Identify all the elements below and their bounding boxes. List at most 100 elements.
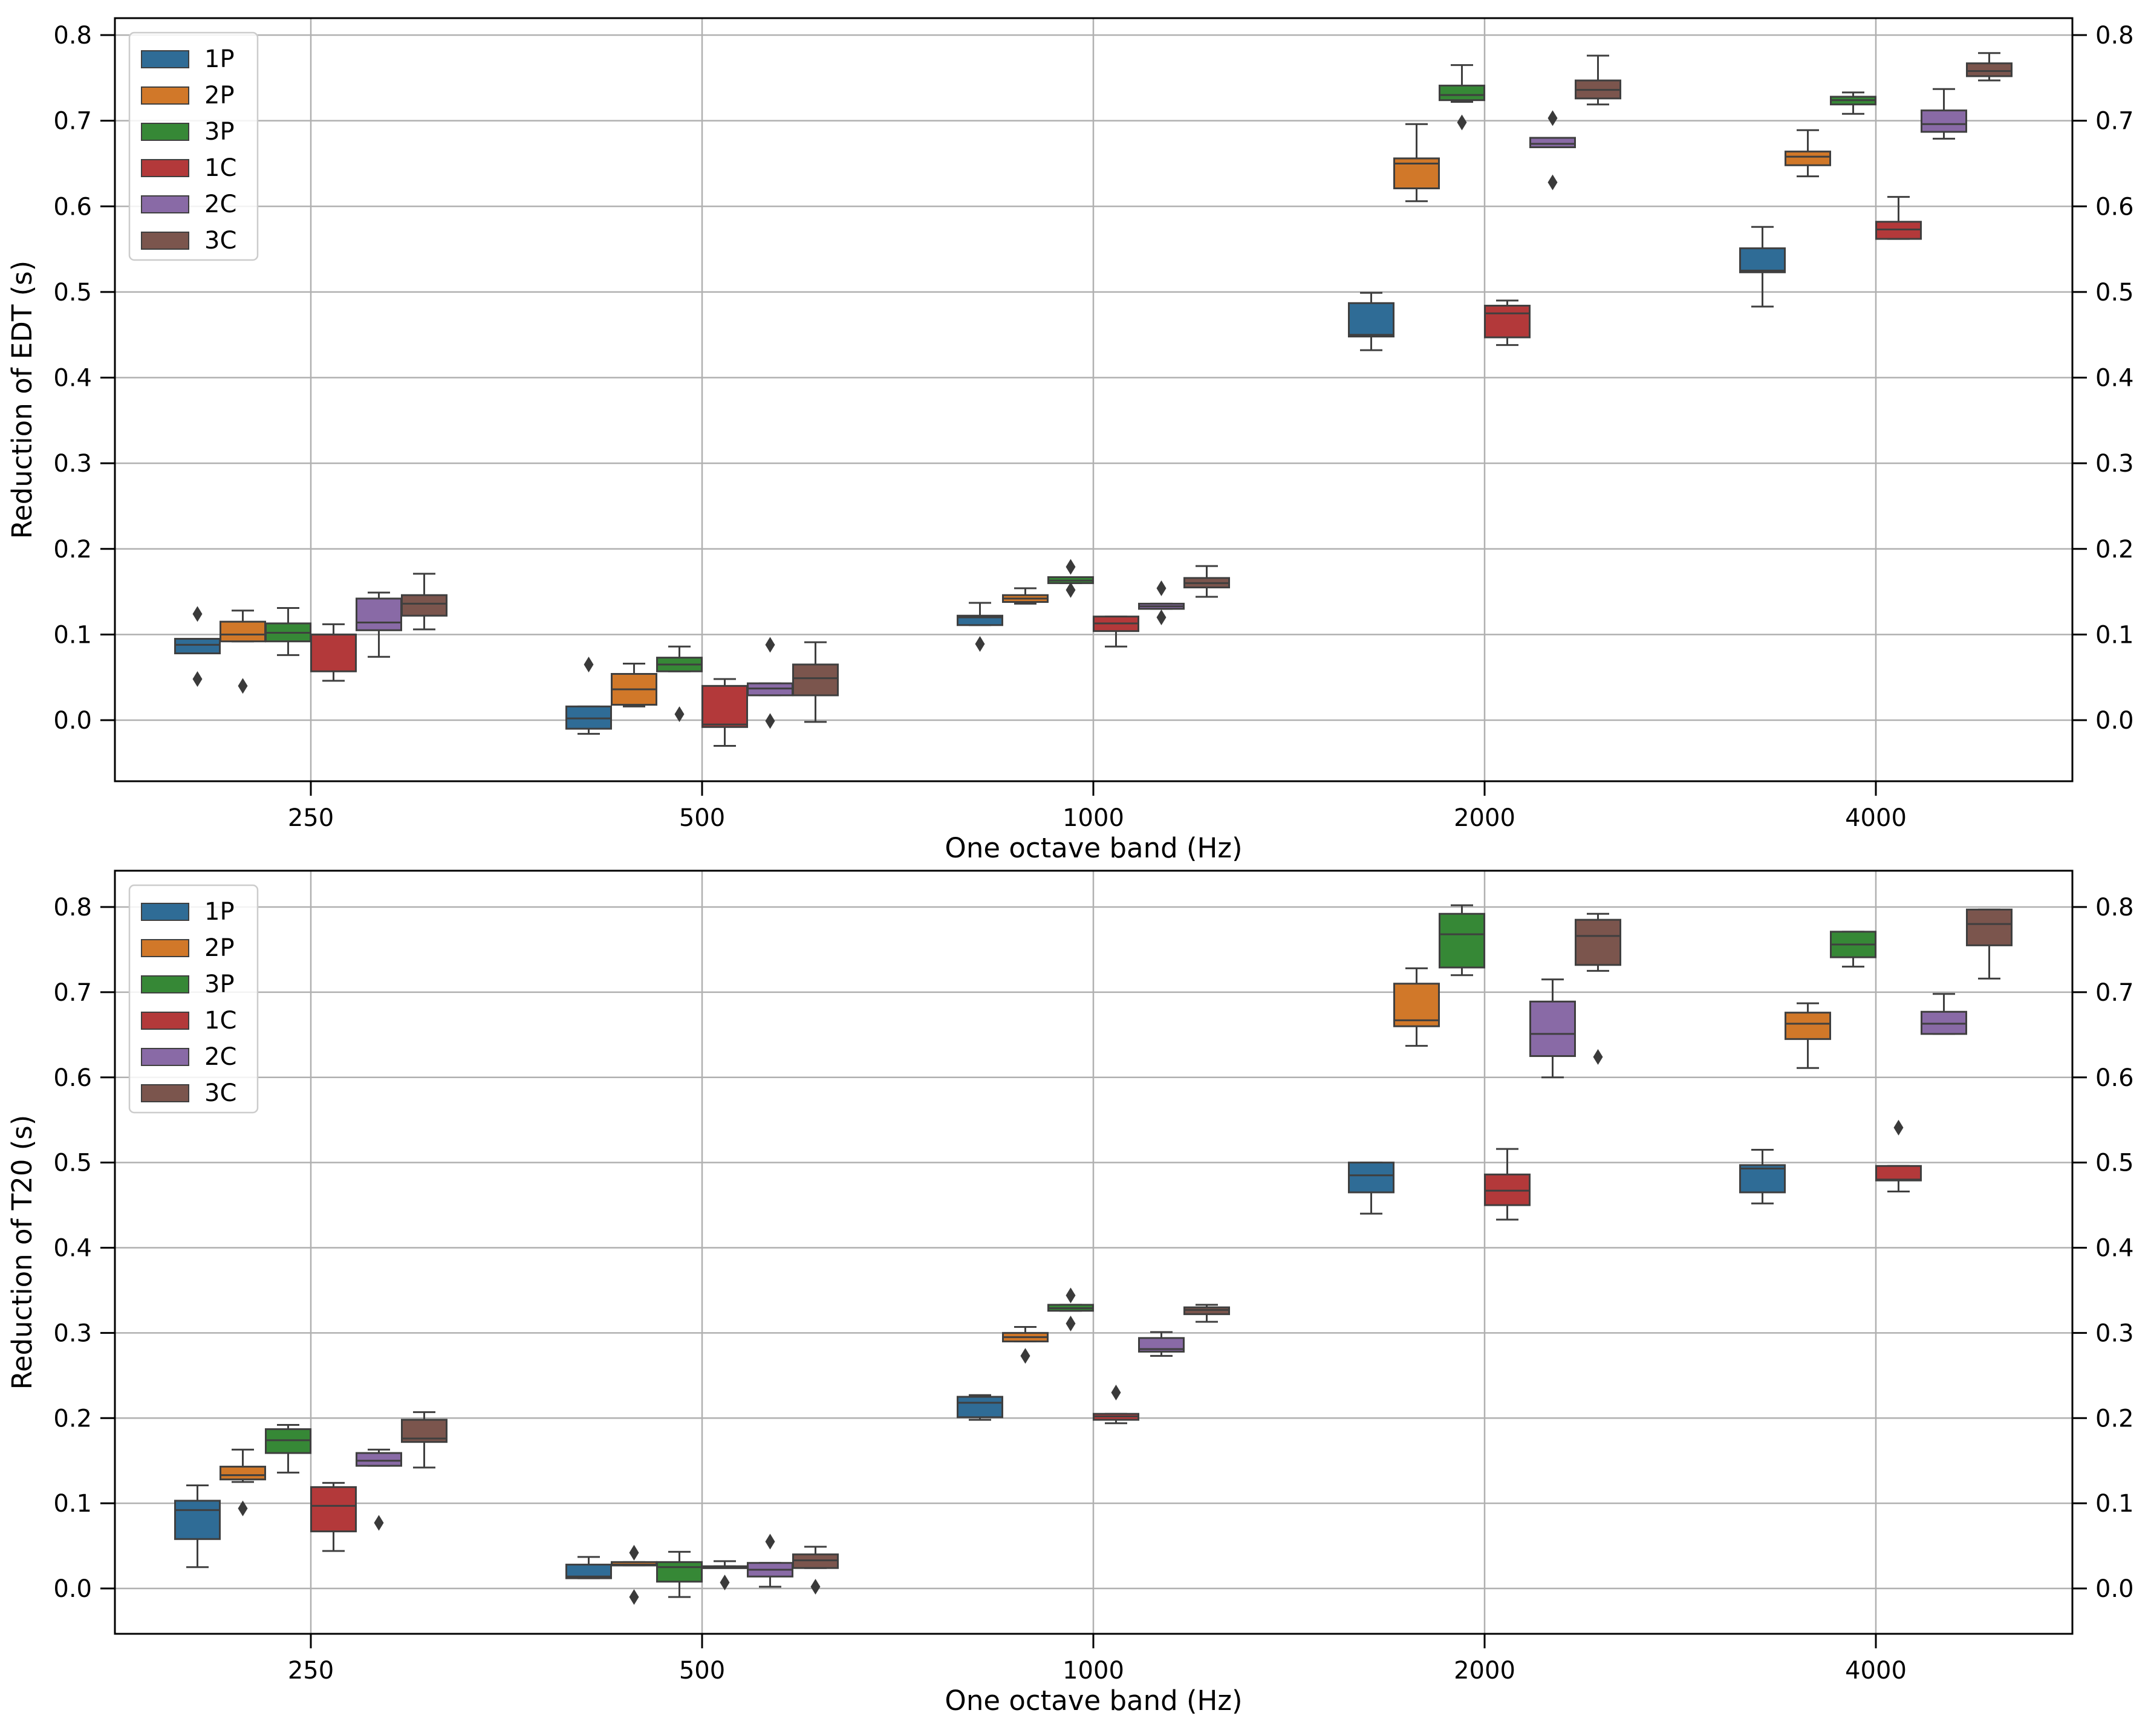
box-3C-500 [792, 1546, 839, 1595]
box-3C-500 [792, 641, 839, 723]
box-2P-250 [220, 1448, 266, 1517]
y-tick-label-right: 0.8 [2095, 894, 2134, 922]
box-1P-1000 [957, 602, 1003, 652]
box-3P-500 [656, 1550, 703, 1598]
outlier-marker [1020, 1348, 1030, 1364]
iqr-box [220, 620, 266, 643]
iqr-box [174, 1500, 221, 1540]
iqr-box [401, 594, 447, 617]
box-3C-250 [401, 1411, 447, 1469]
legend-swatch-3C [141, 1084, 189, 1102]
box-2C-2000 [1529, 110, 1576, 190]
outlier-marker [765, 713, 775, 729]
box-2C-250 [356, 1448, 402, 1531]
y-tick-label-left: 0.6 [53, 193, 92, 221]
box-1P-500 [565, 1556, 612, 1579]
box-1P-250 [174, 1484, 221, 1569]
box-1C-2000 [1484, 1148, 1531, 1221]
outlier-marker [1156, 580, 1167, 596]
y-tick-label-right: 0.6 [2095, 1064, 2134, 1092]
box-2C-1000 [1138, 1331, 1185, 1357]
y-tick-label-right: 0.7 [2095, 979, 2134, 1007]
legend-swatch-1P [141, 903, 189, 921]
y-tick-label-left: 0.2 [53, 1405, 92, 1432]
legend-swatch-2P [141, 939, 189, 957]
y-tick-label-left: 0.4 [53, 1235, 92, 1263]
box-3C-4000 [1966, 908, 2013, 980]
outlier-marker [1547, 174, 1558, 190]
box-2P-250 [220, 610, 266, 694]
box-3P-2000 [1439, 904, 1485, 977]
legend-label-3C: 3C [204, 227, 236, 255]
outlier-marker [1893, 1119, 1904, 1136]
box-3P-4000 [1830, 91, 1876, 115]
legend-label-2C: 2C [204, 1043, 236, 1071]
box-1P-4000 [1739, 1148, 1786, 1204]
outlier-marker [584, 656, 594, 672]
series-2C [356, 978, 1967, 1588]
box-3C-2000 [1575, 54, 1621, 106]
y-tick-label-right: 0.7 [2095, 108, 2134, 135]
legend-swatch-3P [141, 123, 189, 141]
series-3P [265, 904, 1876, 1598]
box-1P-2000 [1348, 291, 1394, 351]
y-tick-label-right: 0.0 [2095, 707, 2134, 735]
iqr-box [656, 1561, 703, 1583]
box-1C-500 [701, 678, 748, 747]
legend-swatch-2C [141, 1048, 189, 1066]
box-2P-4000 [1785, 1002, 1831, 1069]
y-tick-label-left: 0.7 [53, 108, 92, 135]
box-2P-1000 [1002, 1326, 1049, 1364]
outlier-marker [765, 637, 775, 653]
y-tick-label-right: 0.0 [2095, 1575, 2134, 1603]
iqr-box [310, 1486, 357, 1533]
legend-label-2C: 2C [204, 190, 236, 218]
y-tick-label-right: 0.5 [2095, 279, 2134, 307]
y-tick-label-left: 0.3 [53, 450, 92, 478]
x-tick-label: 500 [679, 1657, 725, 1685]
box-3P-4000 [1830, 931, 1876, 968]
legend-label-1C: 1C [204, 1007, 236, 1035]
y-tick-label-left: 0.8 [53, 22, 92, 50]
legend-swatch-1C [141, 1012, 189, 1030]
outlier-marker [1457, 114, 1467, 131]
outlier-marker [238, 678, 248, 694]
iqr-box [1529, 137, 1576, 149]
y-tick-label-right: 0.4 [2095, 365, 2134, 392]
box-1C-250 [310, 1481, 357, 1552]
box-1C-1000 [1093, 616, 1139, 648]
iqr-box [1575, 918, 1621, 966]
outlier-marker [810, 1579, 821, 1595]
iqr-box [1966, 908, 2013, 946]
box-3P-1000 [1047, 559, 1094, 598]
x-tick-label: 250 [288, 804, 334, 832]
iqr-box [1785, 151, 1831, 166]
legend-label-1P: 1P [204, 45, 235, 73]
series-3P [265, 64, 1876, 723]
outlier-marker [629, 1544, 639, 1561]
series-1P [174, 226, 1786, 735]
box-3P-1000 [1047, 1287, 1094, 1331]
legend: 1P 2P 3P 1C 2C 3C [128, 31, 259, 261]
x-tick-label: 1000 [1062, 804, 1124, 832]
y-tick-label-left: 0.1 [53, 1490, 92, 1518]
y-tick-label-left: 0.8 [53, 894, 92, 922]
box-1P-500 [565, 656, 612, 735]
y-tick-label-left: 0.2 [53, 536, 92, 564]
outlier-marker [1066, 559, 1076, 575]
outlier-marker [629, 1589, 639, 1605]
iqr-box [356, 597, 402, 631]
box-2C-250 [356, 591, 402, 658]
iqr-box [701, 684, 748, 728]
box-2P-500 [611, 1544, 657, 1605]
x-tick-label: 2000 [1454, 804, 1515, 832]
iqr-box [1785, 1012, 1831, 1040]
iqr-box [1484, 305, 1531, 339]
x-tick-label: 500 [679, 804, 725, 832]
box-3C-250 [401, 573, 447, 631]
box-1C-2000 [1484, 299, 1531, 346]
x-axis-label: One octave band (Hz) [945, 1685, 1242, 1717]
box-3P-500 [656, 645, 703, 723]
y-tick-label-left: 0.1 [53, 621, 92, 649]
box-3C-2000 [1575, 912, 1621, 1065]
